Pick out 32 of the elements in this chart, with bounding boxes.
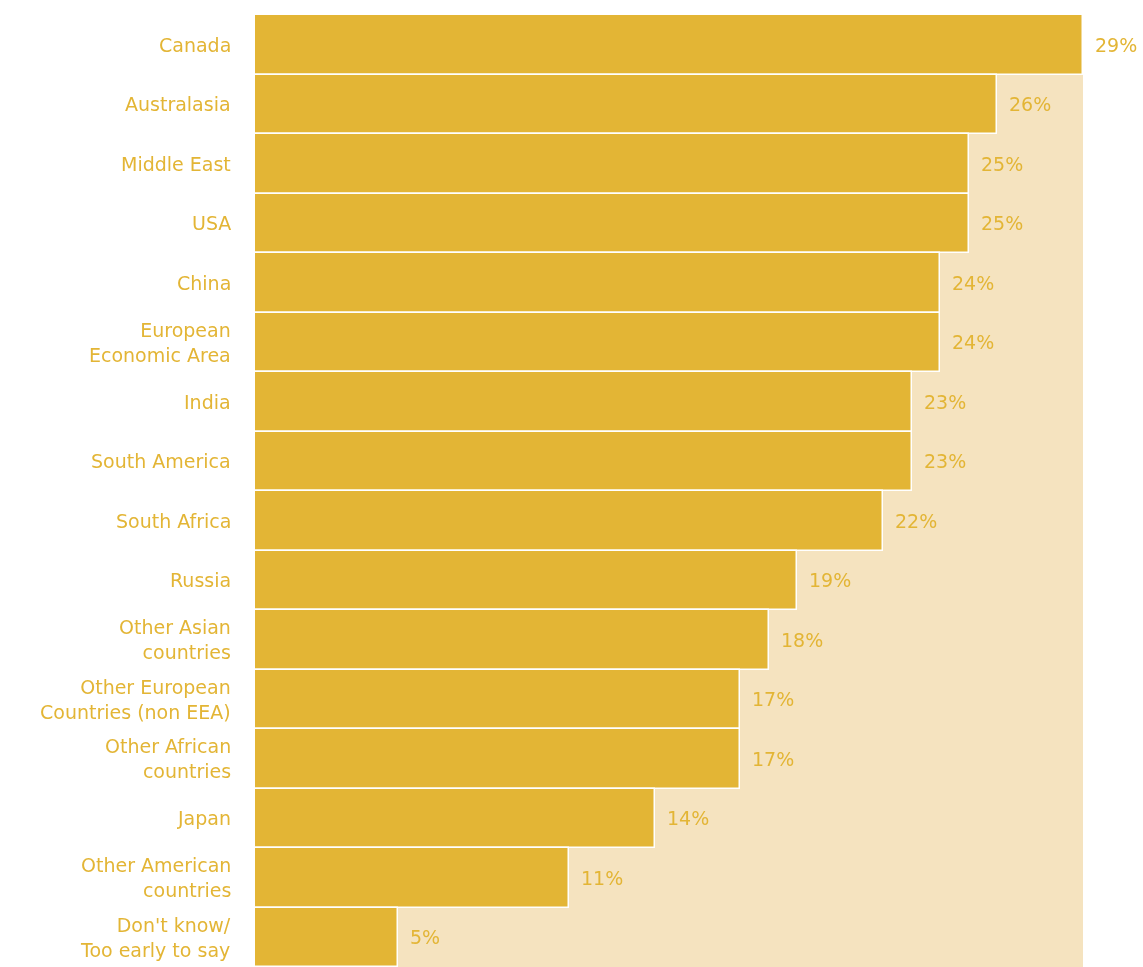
y-tick-label: Don't know/ Too early to say (80, 914, 231, 961)
y-tick-label: India (184, 391, 231, 413)
y-tick-label: Other European Countries (non EEA) (40, 676, 231, 723)
data-label: 24% (952, 272, 995, 294)
data-label: 26% (1009, 93, 1052, 115)
data-label: 25% (981, 153, 1024, 175)
data-label: 19% (809, 569, 852, 591)
data-label: 25% (981, 212, 1024, 234)
y-tick-label: Australasia (125, 93, 231, 115)
data-label: 23% (924, 450, 967, 472)
data-label: 29% (1095, 34, 1138, 56)
y-tick-label: Other American countries (81, 854, 232, 901)
data-label: 14% (667, 807, 710, 829)
data-label: 18% (781, 629, 824, 651)
y-tick-label: South Africa (116, 510, 232, 532)
data-label: 17% (752, 688, 795, 710)
data-label: 22% (895, 510, 938, 532)
data-label: 5% (410, 926, 441, 948)
y-tick-label: Russia (170, 569, 232, 591)
y-tick-label: USA (192, 212, 232, 234)
y-tick-label: Middle East (121, 153, 231, 175)
data-label: 24% (952, 331, 995, 353)
y-tick-label: China (177, 272, 232, 294)
data-label: 17% (752, 748, 795, 770)
y-tick-label: Other Asian countries (119, 616, 231, 663)
y-tick-label: Japan (177, 807, 231, 829)
y-tick-label: Canada (159, 34, 232, 56)
y-tick-label: European Economic Area (89, 319, 231, 366)
y-tick-label: South America (91, 450, 231, 472)
data-label: 23% (924, 391, 967, 413)
y-tick-label: Other African countries (105, 735, 232, 782)
data-label: 11% (581, 867, 624, 889)
